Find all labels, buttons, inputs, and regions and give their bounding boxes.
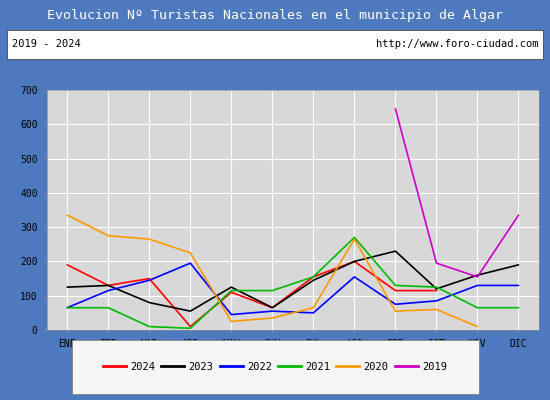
Text: Evolucion Nº Turistas Nacionales en el municipio de Algar: Evolucion Nº Turistas Nacionales en el m…	[47, 8, 503, 22]
Legend: 2024, 2023, 2022, 2021, 2020, 2019: 2024, 2023, 2022, 2021, 2020, 2019	[99, 358, 451, 376]
Text: 2019 - 2024: 2019 - 2024	[12, 39, 81, 49]
Text: http://www.foro-ciudad.com: http://www.foro-ciudad.com	[376, 39, 538, 49]
